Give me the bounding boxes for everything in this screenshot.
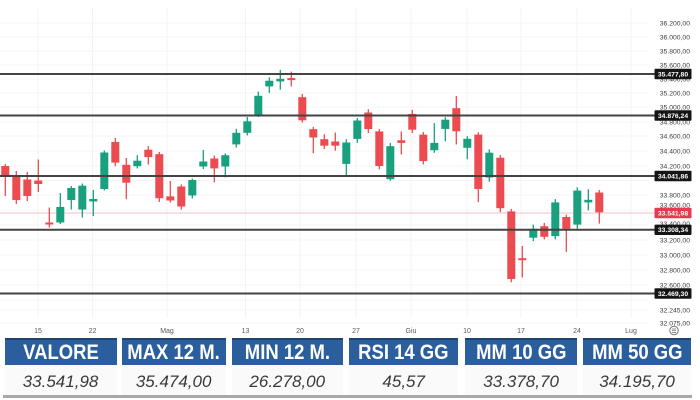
svg-text:34.041,86: 34.041,86	[658, 173, 688, 180]
svg-text:32.800,00: 32.800,00	[660, 267, 690, 274]
svg-text:36.000,00: 36.000,00	[660, 34, 690, 41]
svg-text:34.600,00: 34.600,00	[660, 133, 690, 140]
svg-text:13: 13	[242, 328, 250, 335]
svg-text:20: 20	[296, 328, 304, 335]
svg-text:33.308,34: 33.308,34	[658, 227, 688, 234]
svg-text:32.075,00: 32.075,00	[660, 320, 690, 327]
svg-text:35.200,00: 35.200,00	[660, 90, 690, 97]
svg-text:Lug: Lug	[625, 328, 637, 335]
svg-text:17: 17	[517, 328, 525, 335]
svg-text:32.469,30: 32.469,30	[658, 291, 688, 298]
svg-text:34.876,24: 34.876,24	[658, 113, 688, 120]
svg-text:35.600,00: 35.600,00	[660, 62, 690, 69]
svg-text:34.200,00: 34.200,00	[660, 163, 690, 170]
svg-text:27: 27	[352, 328, 360, 335]
svg-text:33.541,98: 33.541,98	[658, 210, 688, 217]
svg-text:33.000,00: 33.000,00	[660, 252, 690, 259]
svg-text:33.600,00: 33.600,00	[660, 202, 690, 209]
svg-text:Mag: Mag	[160, 328, 174, 335]
svg-text:35.800,00: 35.800,00	[660, 48, 690, 55]
svg-text:15: 15	[34, 328, 42, 335]
svg-text:24: 24	[573, 328, 581, 335]
svg-text:32.600,00: 32.600,00	[660, 282, 690, 289]
svg-text:10: 10	[463, 328, 471, 335]
svg-text:34.800,00: 34.800,00	[660, 119, 690, 126]
svg-text:33.200,00: 33.200,00	[660, 237, 690, 244]
svg-text:36.200,00: 36.200,00	[660, 20, 690, 27]
svg-text:33.800,00: 33.800,00	[660, 192, 690, 199]
svg-text:34.400,00: 34.400,00	[660, 148, 690, 155]
svg-text:33.400,00: 33.400,00	[660, 221, 690, 228]
svg-text:Giu: Giu	[406, 328, 417, 335]
svg-text:35.000,00: 35.000,00	[660, 104, 690, 111]
svg-text:35.400,00: 35.400,00	[660, 76, 690, 83]
svg-text:32.245,00: 32.245,00	[660, 307, 690, 314]
svg-text:35.477,80: 35.477,80	[658, 71, 688, 78]
svg-text:22: 22	[89, 328, 97, 335]
